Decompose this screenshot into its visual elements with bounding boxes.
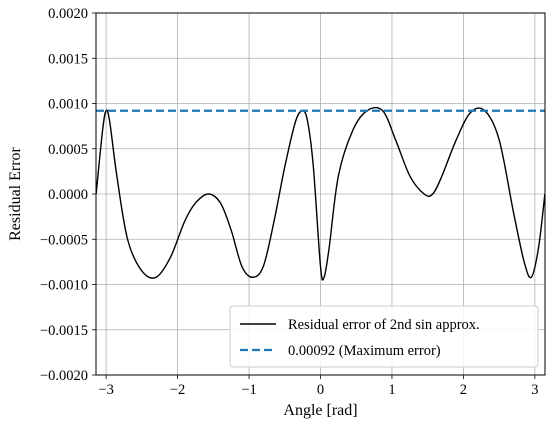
x-tick-label: −3 xyxy=(98,382,113,398)
legend-label-residual: Residual error of 2nd sin approx. xyxy=(288,317,480,333)
grid xyxy=(96,12,545,376)
y-tick-label: 0.0005 xyxy=(48,142,88,158)
x-tick-label: 1 xyxy=(388,382,395,398)
y-tick-label: 0.0020 xyxy=(48,6,88,22)
y-tick-label: −0.0010 xyxy=(40,278,88,294)
x-tick-label: 3 xyxy=(531,382,538,398)
series-line-residual xyxy=(96,106,545,281)
x-tick-label: 0 xyxy=(317,382,324,398)
x-axis-label: Angle [rad] xyxy=(283,402,357,419)
x-tick-label: −2 xyxy=(170,382,185,398)
y-tick-label: −0.0005 xyxy=(40,232,88,248)
legend: Residual error of 2nd sin approx. 0.0009… xyxy=(229,305,539,368)
y-tick-label: 0.0015 xyxy=(48,51,88,67)
y-tick-label: −0.0015 xyxy=(40,323,88,339)
x-tick-label: 2 xyxy=(460,382,467,398)
y-tick-label: 0.0010 xyxy=(48,97,88,113)
y-tick-label: −0.0020 xyxy=(40,368,88,384)
y-axis-label: Residual Error xyxy=(7,146,24,240)
ticks: −3 −2 −1 0 1 2 3 −0.0020 −0.0015 −0.0010 −0.0005 0.… xyxy=(40,6,539,398)
x-tick-label: −1 xyxy=(241,382,256,398)
legend-box xyxy=(229,305,539,368)
plot-area xyxy=(96,106,545,281)
legend-label-max-error: 0.00092 (Maximum error) xyxy=(288,343,441,359)
y-tick-label: 0.0000 xyxy=(48,187,88,203)
